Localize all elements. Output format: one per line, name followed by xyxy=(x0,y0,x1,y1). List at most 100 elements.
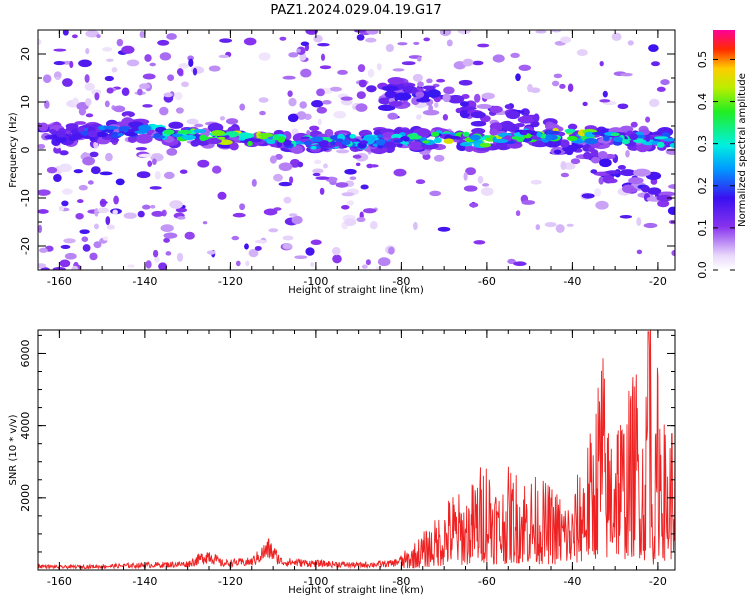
noise-blob xyxy=(312,168,324,174)
colorbar-tick-label: 0.5 xyxy=(696,51,709,68)
noise-blob xyxy=(515,210,521,217)
noise-blob xyxy=(385,43,395,53)
noise-blob xyxy=(254,239,268,244)
noise-blob xyxy=(167,74,175,82)
ridge-halo xyxy=(229,142,239,151)
ridge-core xyxy=(193,129,207,134)
noise-blob xyxy=(279,36,287,41)
noise-blob xyxy=(365,37,377,43)
noise-blob xyxy=(53,174,62,182)
noise-blob xyxy=(366,163,374,169)
branch-blob xyxy=(647,187,662,195)
noise-blob xyxy=(356,217,366,223)
noise-blob xyxy=(93,223,100,230)
noise-blob xyxy=(81,236,89,243)
noise-blob xyxy=(113,105,126,113)
noise-blob xyxy=(287,90,293,98)
branch-blob xyxy=(607,178,618,184)
noise-blob xyxy=(356,91,366,99)
y-tick-label: 0 xyxy=(19,147,32,154)
noise-blob xyxy=(617,103,629,110)
noise-blob xyxy=(535,30,547,34)
ridge-core xyxy=(81,130,89,136)
ridge-core xyxy=(629,133,638,141)
noise-blob xyxy=(415,179,426,185)
ridge-core xyxy=(400,136,410,142)
noise-blob xyxy=(316,106,328,114)
noise-blob xyxy=(599,60,604,67)
noise-blob xyxy=(43,74,52,84)
branch-blob xyxy=(447,94,465,104)
x-tick-label: -100 xyxy=(303,275,328,288)
ridge-core xyxy=(272,134,279,141)
noise-blob xyxy=(59,259,71,268)
ridge-core xyxy=(74,132,82,137)
x-tick-label: -20 xyxy=(649,275,667,288)
noise-blob xyxy=(305,30,319,35)
ridge-core xyxy=(283,139,292,147)
noise-blob xyxy=(147,160,153,167)
noise-blob xyxy=(163,171,175,179)
branch-blob xyxy=(668,184,675,190)
noise-blob xyxy=(73,169,83,174)
noise-blob xyxy=(184,231,195,240)
branch-blob xyxy=(667,206,675,215)
noise-blob xyxy=(294,255,308,259)
noise-blob xyxy=(138,83,151,90)
noise-blob xyxy=(112,209,118,215)
noise-blob xyxy=(510,52,520,59)
noise-blob xyxy=(310,262,315,267)
noise-blob xyxy=(299,101,307,109)
ridge-core xyxy=(276,141,282,148)
noise-blob xyxy=(413,221,418,231)
noise-blob xyxy=(316,88,325,97)
noise-blob xyxy=(515,73,521,82)
chart-title: PAZ1.2024.029.04.19.G17 xyxy=(270,3,441,18)
noise-blob xyxy=(352,154,362,159)
noise-blob xyxy=(317,43,330,47)
ridge-core xyxy=(469,134,481,141)
noise-blob xyxy=(273,173,283,182)
noise-blob xyxy=(457,30,471,35)
branch-blob xyxy=(628,177,644,185)
noise-blob xyxy=(63,238,76,244)
noise-blob xyxy=(627,40,634,46)
noise-blob xyxy=(178,63,190,69)
noise-blob xyxy=(72,97,79,105)
noise-blob xyxy=(74,121,87,125)
ridge-halo xyxy=(559,139,570,148)
noise-blob xyxy=(393,168,407,177)
ridge-core xyxy=(645,135,651,142)
branch-blob xyxy=(520,108,530,116)
noise-blob xyxy=(85,30,100,38)
ridge-core xyxy=(134,130,148,134)
noise-blob xyxy=(158,262,168,270)
noise-blob xyxy=(152,158,157,166)
noise-blob xyxy=(71,34,78,39)
ridge-halo xyxy=(168,121,184,129)
ridge-core xyxy=(545,134,553,141)
ridge-core xyxy=(459,142,472,147)
noise-blob xyxy=(75,212,84,220)
noise-blob xyxy=(492,54,505,63)
ridge-core xyxy=(393,139,403,143)
ridge-core xyxy=(138,124,152,132)
ridge-core xyxy=(210,130,226,136)
noise-blob xyxy=(472,60,484,66)
ridge-core xyxy=(163,129,175,135)
noise-blob xyxy=(99,200,108,205)
noise-blob xyxy=(291,128,299,136)
noise-blob xyxy=(401,61,416,66)
branch-blob xyxy=(459,101,470,107)
x-tick-label: -80 xyxy=(392,275,410,288)
noise-blob xyxy=(157,39,170,46)
noise-blob xyxy=(376,63,382,71)
y-tick-label: -10 xyxy=(19,189,32,207)
noise-blob xyxy=(149,62,156,67)
noise-blob xyxy=(38,189,51,196)
noise-blob xyxy=(660,79,670,86)
ridge-core xyxy=(384,141,396,149)
noise-blob xyxy=(96,34,101,39)
noise-blob xyxy=(310,239,322,246)
